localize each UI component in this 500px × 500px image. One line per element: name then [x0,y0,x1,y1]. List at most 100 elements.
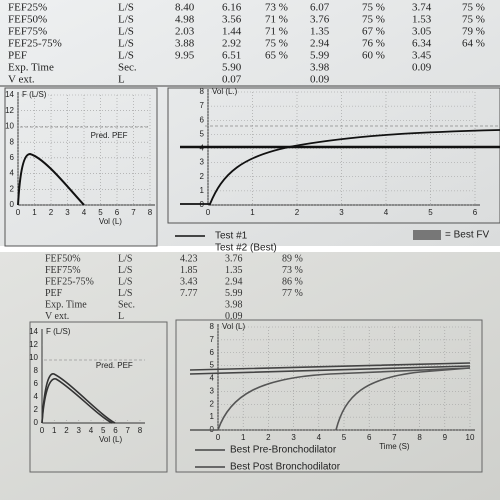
table-cell: FEF50% [8,14,47,26]
table-cell: 6.07 [310,2,330,14]
volume-lines [189,362,471,375]
x-tick-label: 1 [32,208,37,217]
table-cell: 1.44 [222,26,242,38]
y-tick-label: 2 [10,184,15,193]
x-tick-label: 6 [115,208,120,217]
table-cell: 6.34 [412,38,432,50]
y-tick-label: 0 [10,200,15,209]
content: FEF25% L/S 8.40 6.16 73 % 6.07 75 % 3.74 75 % FEF… [5,2,489,473]
bottom-volume-frame [175,319,483,473]
y-tick-label: 1 [200,186,205,195]
y-tick-label: 8 [200,87,205,96]
table-cell: 4.98 [175,14,195,26]
x-axis-label: Vol (L) [99,217,122,226]
table-cell: 3.98 [310,62,330,74]
table-cell: 73 % [265,2,288,14]
table-cell: 2.03 [175,26,195,38]
table-cell: FEF25-75% [8,38,62,50]
y-tick-label: 10 [5,122,14,131]
y-tick-label: 2 [200,172,205,181]
x-tick-label: 3 [339,208,344,217]
table-cell: L/S [118,14,134,26]
table-cell: 0.07 [222,74,242,86]
y-tick-label: 7 [200,101,205,110]
x-tick-label: 10 [466,433,475,442]
x-tick-label: 5 [428,208,433,217]
y-tick-label: 6 [10,153,15,162]
y-tick-label: 8 [10,137,15,146]
annotation: Pred. PEF [96,361,133,370]
y-tick-label: 4 [210,374,215,383]
annotation: Pred. PEF [91,131,128,140]
y-tick-label: 0 [34,418,39,427]
table-cell: L/S [118,288,132,299]
table-cell: 5.99 [310,50,330,62]
table-cell: 75 % [265,38,288,50]
table-cell: 3.56 [222,14,242,26]
table-cell: 73 % [282,265,303,276]
x-axis-label: Vol (L) [99,435,122,444]
y-tick-label: 7 [210,335,215,344]
table-cell: 6.16 [222,2,242,14]
flow-loop [41,373,116,424]
table-cell: 5.90 [222,62,242,74]
x-tick-label: 6 [113,426,118,435]
table-cell: 65 % [265,50,288,62]
y-tick-label: 5 [210,361,215,370]
y-tick-label: 5 [200,129,205,138]
x-tick-label: 2 [295,208,300,217]
y-tick-label: 4 [10,169,15,178]
x-tick-label: 3 [77,426,82,435]
x-tick-label: 2 [266,433,271,442]
x-tick-label: 4 [384,208,389,217]
legend-label: = Best FV [445,230,490,241]
table-cell: L/S [118,2,134,14]
table-cell: FEF25-75% [45,276,94,287]
x-tick-label: 7 [131,208,136,217]
table-cell: V ext. [45,311,69,322]
table-cell: 3.76 [310,14,330,26]
table-cell: Exp. Time [45,299,87,310]
bottom-photo [0,252,500,500]
y-tick-label: 6 [200,115,205,124]
x-tick-label: 4 [89,426,94,435]
table-cell: 3.88 [175,38,195,50]
table-cell: 1.85 [180,265,198,276]
y-axis-label: F (L/S) [46,327,71,336]
y-tick-label: 3 [210,386,215,395]
table-cell: L/S [118,253,132,264]
table-cell: FEF75% [45,265,81,276]
table-cell: L/S [118,276,132,287]
x-tick-label: 3 [291,433,296,442]
x-tick-label: 2 [64,426,69,435]
table-cell: 76 % [362,38,385,50]
table-cell: 1.35 [225,265,243,276]
table-cell: 6.51 [222,50,241,62]
table-cell: 75 % [362,14,385,26]
y-tick-label: 4 [34,392,39,401]
table-cell: 8.40 [175,2,195,14]
y-tick-label: 3 [200,158,205,167]
y-tick-label: 2 [210,399,215,408]
y-tick-label: 10 [29,353,38,362]
table-cell: 1.53 [412,14,432,26]
x-tick-label: 0 [40,426,45,435]
y-axis-label: Vol (L) [222,322,245,331]
x-tick-label: 1 [241,433,246,442]
table-cell: 3.43 [180,276,198,287]
legend-label: Best Pre-Bronchodilator [230,445,337,456]
y-tick-label: 12 [5,106,14,115]
x-tick-label: 8 [138,426,143,435]
x-tick-label: 0 [206,208,211,217]
x-tick-label: 2 [49,208,54,217]
x-tick-label: 8 [417,433,422,442]
legend-swatch [413,230,441,240]
x-tick-label: 0 [216,433,221,442]
x-tick-label: 9 [443,433,448,442]
table-cell: V ext. [8,74,35,86]
table-cell: 2.92 [222,38,241,50]
table-cell: 77 % [282,288,303,299]
table-cell: 4.23 [180,253,198,264]
table-cell: 2.94 [310,38,330,50]
